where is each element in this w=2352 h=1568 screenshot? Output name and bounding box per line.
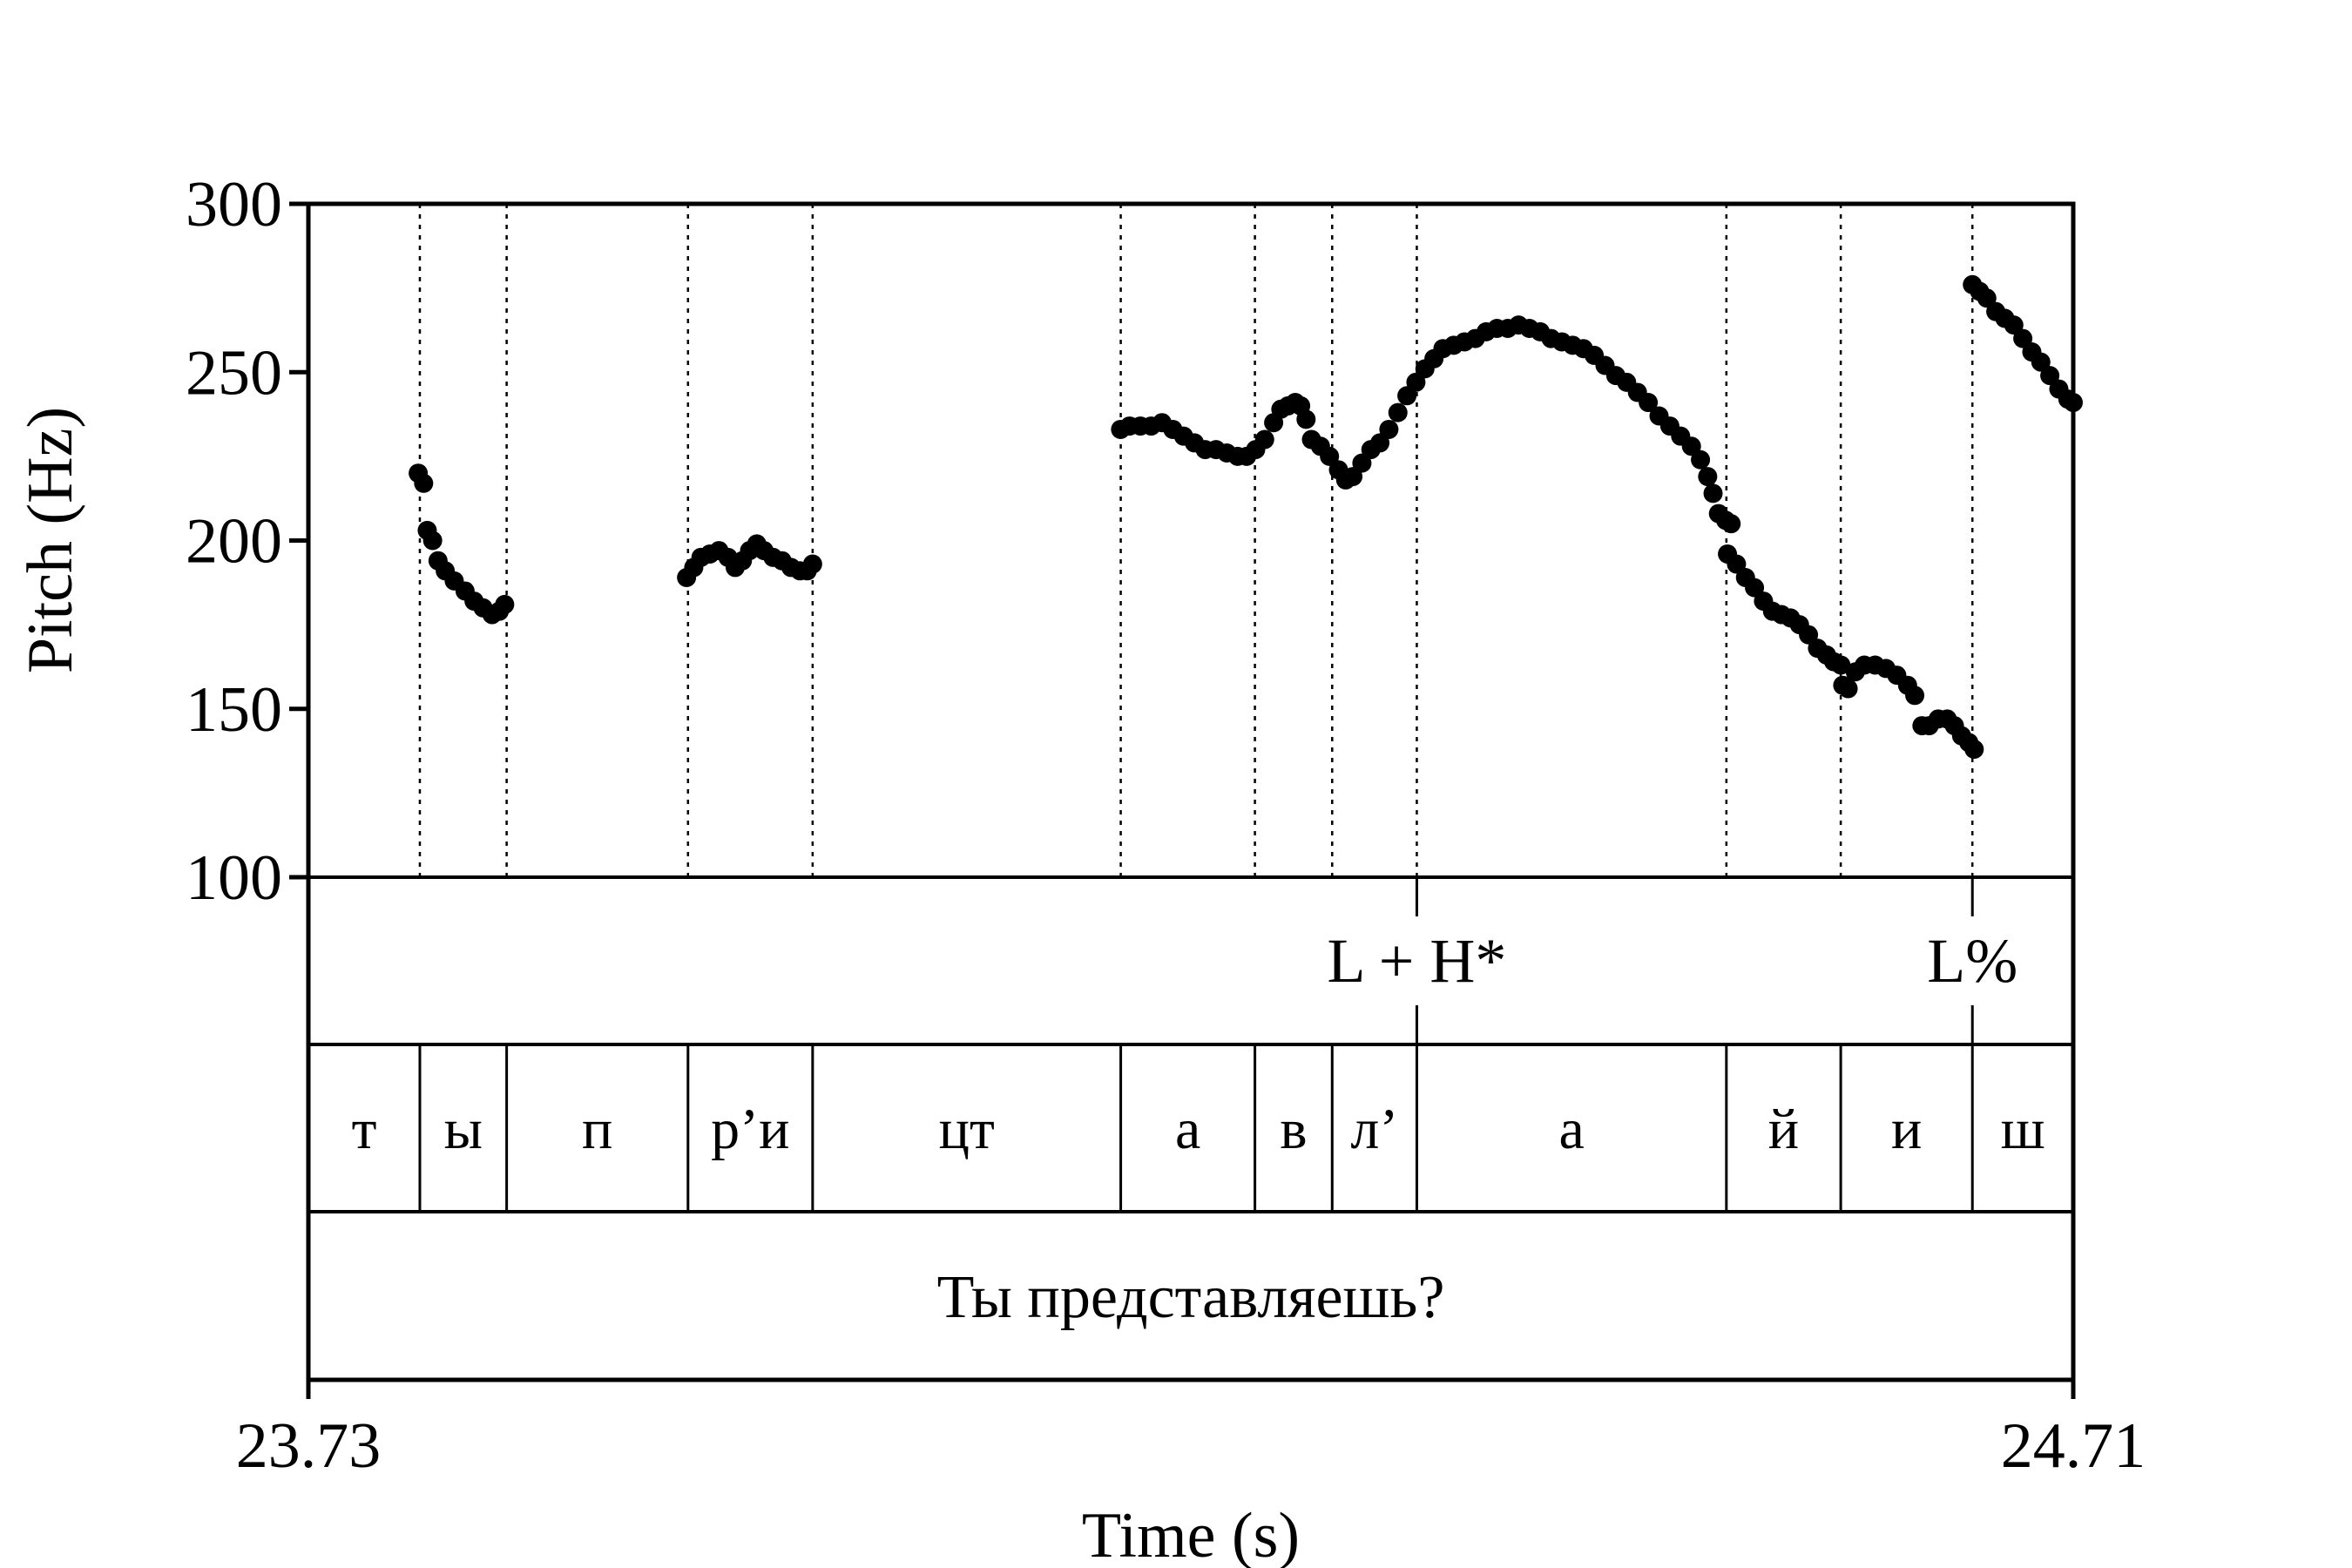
y-tick-label: 200 — [186, 506, 282, 578]
orthographic-label: Ты представляешь? — [937, 1264, 1445, 1331]
pitch-point — [802, 554, 822, 574]
pitch-point — [2004, 315, 2024, 335]
pitch-point — [1254, 429, 1274, 449]
pitch-point — [1964, 740, 1984, 760]
pitch-point — [1977, 288, 1997, 308]
pitch-point — [1352, 453, 1372, 473]
pitch-point — [1397, 386, 1417, 406]
y-tick-label: 300 — [186, 169, 282, 240]
x-axis-title: Time (s) — [1082, 1500, 1300, 1568]
pitch-point — [1831, 655, 1851, 675]
segment-label: ы — [444, 1098, 483, 1161]
segment-tier: т ы п р’и цт а в л’ а й и ш — [352, 1098, 2045, 1161]
plot-frame — [306, 201, 2076, 1382]
pitch-point — [495, 594, 515, 614]
pitch-point — [1905, 686, 1925, 706]
pitch-point — [1320, 446, 1340, 466]
pitch-point — [1343, 467, 1363, 487]
segment-label: ш — [2001, 1098, 2045, 1161]
segment-label: а — [1175, 1098, 1200, 1161]
y-axis: 100 150 200 250 300 — [186, 169, 308, 914]
segment-boundaries — [418, 204, 1974, 1212]
pitch-point — [1370, 433, 1390, 453]
pitch-point — [1388, 402, 1408, 422]
pitch-point — [1727, 554, 1747, 574]
pitch-point — [422, 531, 443, 551]
pitch-track — [409, 274, 2083, 760]
pitch-point — [1745, 578, 1765, 598]
segment-label: цт — [939, 1098, 995, 1161]
pitch-point — [2013, 328, 2033, 348]
segment-label: и — [1891, 1098, 1922, 1161]
segment-label: в — [1280, 1098, 1307, 1161]
pitch-point — [414, 473, 434, 493]
pitch-point — [1703, 483, 1723, 504]
y-tick-label: 250 — [186, 337, 282, 409]
x-tick-label: 24.71 — [2001, 1410, 2146, 1482]
pitch-point — [1681, 436, 1701, 456]
pitch-point — [2064, 393, 2083, 413]
tone-tier: L + H* L% — [1327, 877, 2017, 1044]
pitch-point — [1406, 372, 1426, 392]
pitch-point — [1379, 419, 1399, 439]
x-axis: 23.73 24.71 — [236, 1380, 2146, 1482]
x-tick-label: 23.73 — [236, 1410, 382, 1482]
y-tick-label: 100 — [186, 842, 282, 914]
pitch-point — [2031, 352, 2051, 372]
y-axis-title: Pitch (Hz) — [15, 407, 86, 673]
pitch-point — [1698, 467, 1718, 487]
segment-label: й — [1768, 1098, 1799, 1161]
segment-label: р’и — [711, 1098, 789, 1161]
tone-label: L + H* — [1327, 926, 1506, 996]
y-tick-label: 150 — [186, 674, 282, 746]
segment-label: л’ — [1350, 1098, 1398, 1161]
pitch-point — [1838, 679, 1858, 699]
segment-label: т — [352, 1098, 377, 1161]
pitch-point — [2040, 366, 2060, 386]
pitch-point — [1721, 514, 1741, 534]
pitch-point — [1296, 409, 1316, 429]
pitch-point — [1691, 449, 1711, 470]
orthographic-tier: Ты представляешь? — [937, 1264, 1445, 1331]
segment-label: п — [582, 1098, 612, 1161]
pitch-point — [1639, 393, 1659, 413]
pitch-point — [1799, 625, 1819, 645]
tone-label: L% — [1927, 926, 2017, 996]
segment-label: а — [1558, 1098, 1584, 1161]
